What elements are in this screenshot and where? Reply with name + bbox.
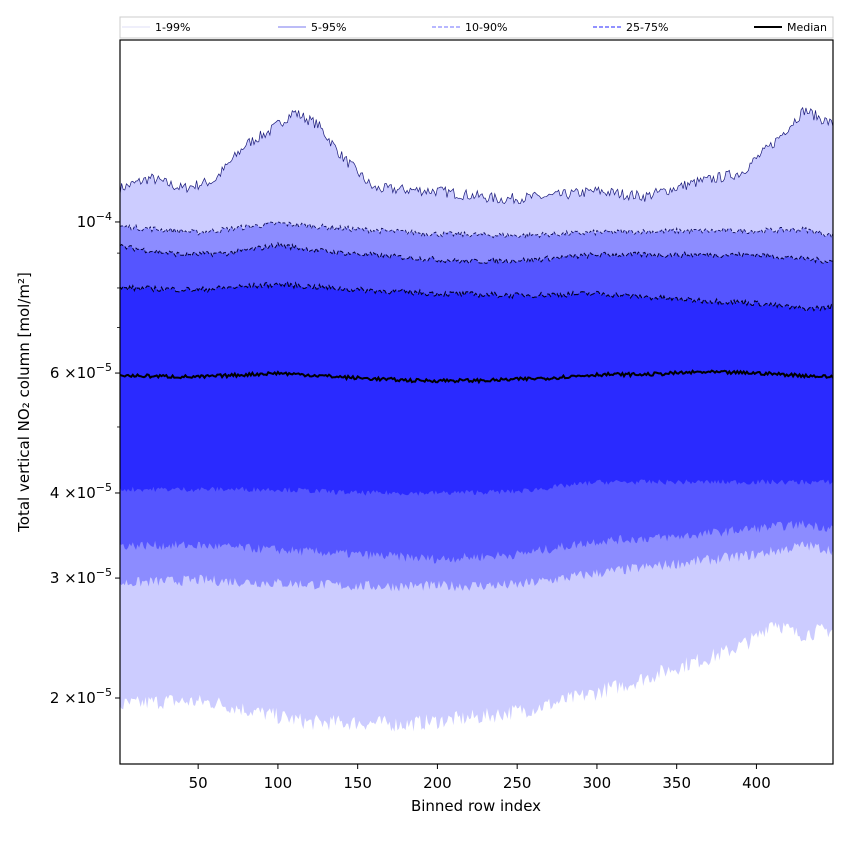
band-upper-edge-5-95% bbox=[120, 221, 833, 239]
median-line bbox=[120, 369, 833, 385]
y-tick-label-exponent: −5 bbox=[96, 686, 112, 699]
y-tick-label-base: 2 ×10 bbox=[50, 689, 96, 707]
y-axis-label: Total vertical NO₂ column [mol/m²] bbox=[15, 272, 33, 533]
x-tick-label: 350 bbox=[662, 774, 691, 792]
y-axis: 2 ×10−53 ×10−54 ×10−56 ×10−510−4 bbox=[50, 210, 120, 707]
legend-label-10-90%: 10-90% bbox=[465, 21, 507, 34]
x-tick-label: 300 bbox=[583, 774, 612, 792]
x-tick-label: 50 bbox=[189, 774, 208, 792]
y-tick-label-exponent: −5 bbox=[96, 566, 112, 579]
band-25-75% bbox=[120, 282, 833, 496]
band-upper-edge-25-75% bbox=[120, 281, 833, 313]
y-tick-label-base: 10 bbox=[77, 213, 96, 231]
legend-label-25-75%: 25-75% bbox=[626, 21, 668, 34]
legend-label-1-99%: 1-99% bbox=[155, 21, 190, 34]
y-tick-label-base: 3 ×10 bbox=[50, 569, 96, 587]
y-tick-label-base: 6 ×10 bbox=[50, 364, 96, 382]
plot-frame bbox=[119, 39, 834, 765]
y-tick-label-exponent: −5 bbox=[96, 481, 112, 494]
legend-label-Median: Median bbox=[787, 21, 827, 34]
y-tick-label-base: 4 ×10 bbox=[50, 484, 96, 502]
bands-layer bbox=[120, 107, 833, 732]
x-axis-label: Binned row index bbox=[411, 797, 541, 815]
x-tick-label: 250 bbox=[503, 774, 532, 792]
y-tick-label: 4 ×10−5 bbox=[50, 481, 112, 502]
x-tick-label: 150 bbox=[343, 774, 372, 792]
y-tick-label: 2 ×10−5 bbox=[50, 686, 112, 707]
lines-layer bbox=[120, 106, 833, 385]
y-tick-label: 6 ×10−5 bbox=[50, 361, 112, 382]
legend-box bbox=[119, 16, 834, 39]
x-tick-label: 100 bbox=[264, 774, 293, 792]
legend: 1-99% 5-95% 10-90% 25-75% Median bbox=[119, 16, 834, 39]
x-tick-label: 200 bbox=[423, 774, 452, 792]
x-axis: 50 100 150 200 250 300 350 400 bbox=[189, 764, 771, 792]
y-tick-label-exponent: −5 bbox=[96, 361, 112, 374]
band-upper-edge-10-90% bbox=[120, 241, 833, 265]
y-tick-label: 10−4 bbox=[77, 210, 112, 231]
band-upper-edge-1-99% bbox=[120, 106, 833, 205]
y-tick-label-exponent: −4 bbox=[96, 210, 112, 223]
x-tick-label: 400 bbox=[742, 774, 771, 792]
legend-label-5-95%: 5-95% bbox=[311, 21, 346, 34]
y-tick-label: 3 ×10−5 bbox=[50, 566, 112, 587]
